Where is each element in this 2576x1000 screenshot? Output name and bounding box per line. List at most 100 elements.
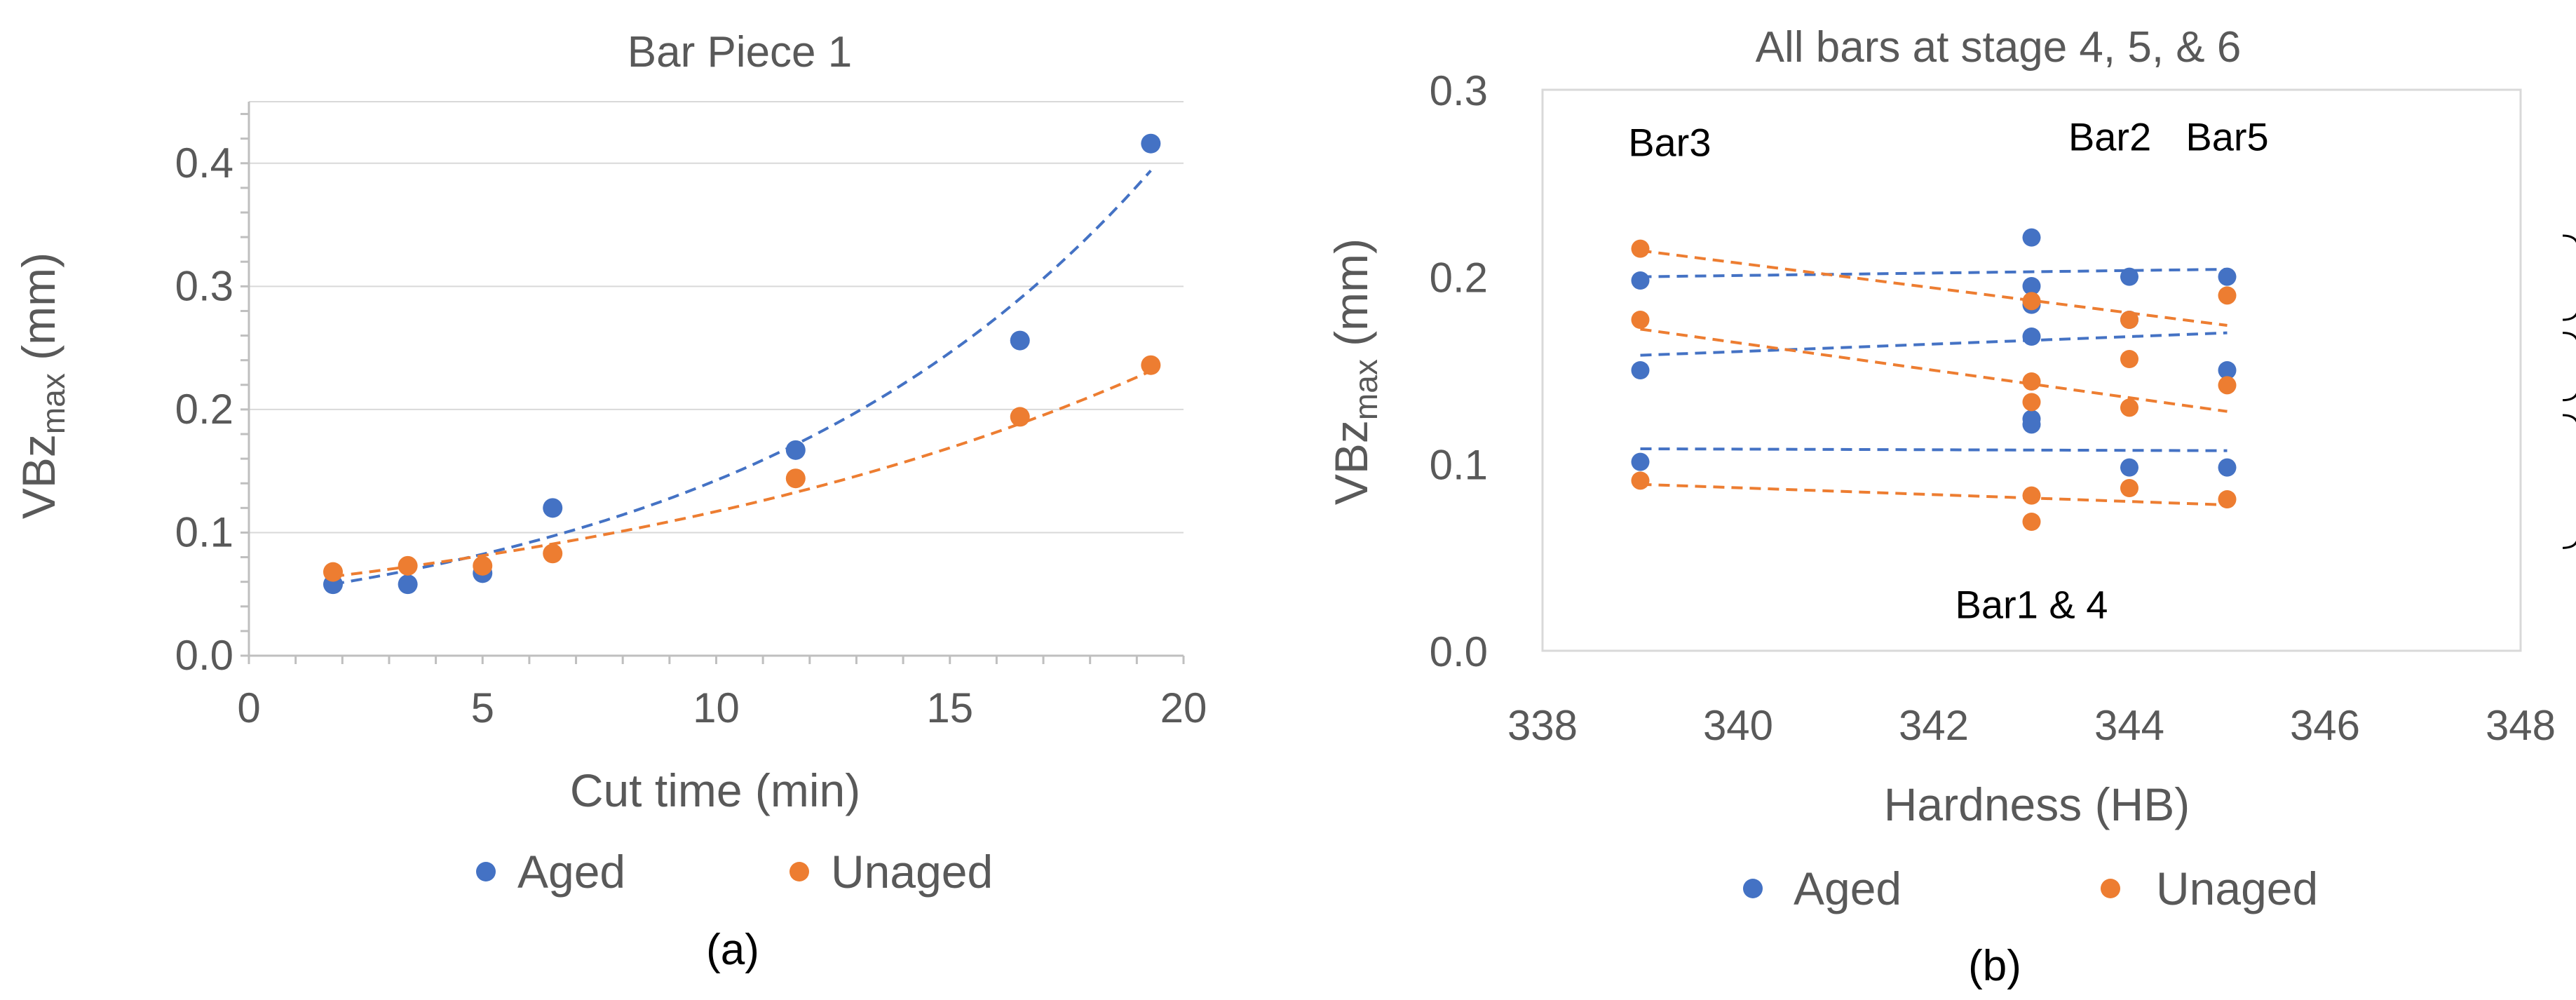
chart-b-point-aged <box>1631 271 1650 290</box>
chart-a-gridlines <box>249 162 1184 656</box>
chart-a-legend-unaged-marker <box>789 862 809 881</box>
chart-b-point-unaged <box>2120 311 2138 329</box>
chart-a-point-aged <box>398 574 418 595</box>
chart-a-y-axis-label: VBzmax (mm) <box>13 252 72 519</box>
chart-b-trendline-unaged <box>1640 482 2228 506</box>
chart-a-points <box>323 133 1161 595</box>
chart-b-y-tick-label: 0.3 <box>1430 67 1488 114</box>
chart-b-annotation: Bar5 <box>2185 115 2268 159</box>
chart-b-stage-brackets: stage 6stage 5stage 4 <box>2562 234 2576 549</box>
chart-a-legend-aged-label: Aged <box>517 846 625 898</box>
chart-b-point-unaged <box>2022 486 2041 505</box>
chart-b-y-tick-label: 0.2 <box>1430 255 1488 302</box>
chart-b-point-unaged <box>1631 311 1650 329</box>
chart-b-annotations: Bar3 Bar2 Bar5 Bar1 & 4 <box>1628 115 2268 627</box>
chart-b-trendlines <box>1640 249 2228 506</box>
chart-b-trendline-aged <box>1640 268 2228 278</box>
chart-b-trendline-aged <box>1640 331 2228 357</box>
chart-b-x-tick-label: 340 <box>1703 702 1773 749</box>
chart-a-legend: Aged Unaged <box>476 846 993 898</box>
chart-a-x-tick-label: 10 <box>693 684 740 731</box>
chart-a-y-tick-label: 0.4 <box>175 140 233 187</box>
panel-b-label: (b) <box>1968 942 2021 990</box>
chart-b-legend-unaged-label: Unaged <box>2156 863 2318 914</box>
chart-a-point-unaged <box>785 468 806 489</box>
chart-b-y-tick-label: 0.1 <box>1430 441 1488 488</box>
panel-a-label: (a) <box>706 926 759 974</box>
chart-b-point-unaged <box>2218 490 2237 508</box>
chart-b-x-tick-label: 344 <box>2094 702 2164 749</box>
chart-a-y-tick-label: 0.2 <box>175 386 233 433</box>
chart-a-x-tick-label: 20 <box>1160 684 1207 731</box>
chart-a-y-tick-labels: 0.0 0.1 0.2 0.3 0.4 <box>175 140 233 679</box>
chart-b-trendline-unaged <box>1640 327 2228 413</box>
chart-b-point-unaged <box>2218 286 2237 305</box>
chart-b-title: All bars at stage 4, 5, & 6 <box>1756 23 2242 72</box>
chart-b-y-tick-labels: 0.0 0.1 0.2 0.3 <box>1430 67 1488 675</box>
chart-a-x-tick-label: 5 <box>471 684 494 731</box>
chart-b-point-unaged <box>2120 398 2138 417</box>
chart-a-x-tick-labels: 0 5 10 15 20 <box>237 684 1207 731</box>
chart-panel-a: Bar Piece 1 0 5 10 15 20 0.0 0.1 0.2 0.3 0.4 Cut… <box>13 28 1207 974</box>
chart-b-x-tick-labels: 338 340 342 344 346 348 <box>1507 702 2556 749</box>
chart-a-point-unaged <box>473 555 493 576</box>
chart-b-point-unaged <box>1631 239 1650 258</box>
chart-panel-b: All bars at stage 4, 5, & 6 338 340 342 344… <box>1325 23 2576 990</box>
chart-b-point-aged <box>2022 327 2041 346</box>
chart-a-x-tick-label: 15 <box>926 684 973 731</box>
chart-b-point-unaged <box>2022 292 2041 311</box>
chart-a-point-aged <box>1141 133 1161 154</box>
chart-b-plot-frame <box>1541 88 2522 652</box>
chart-a-title: Bar Piece 1 <box>628 28 853 76</box>
chart-a-point-unaged <box>543 543 563 564</box>
chart-a-point-aged <box>785 440 806 460</box>
chart-b-point-unaged <box>2120 479 2138 497</box>
chart-b-annotation: Bar2 <box>2068 115 2151 159</box>
chart-a-y-tick-label: 0.3 <box>175 262 233 309</box>
chart-b-point-aged <box>2120 458 2138 477</box>
chart-b-point-unaged <box>2218 376 2237 395</box>
chart-b-y-tick-label: 0.0 <box>1430 628 1488 675</box>
chart-a-point-aged <box>543 498 563 518</box>
chart-b-legend-unaged-marker <box>2101 879 2120 898</box>
chart-b-point-unaged <box>2022 513 2041 531</box>
chart-a-x-axis-label: Cut time (min) <box>570 764 860 816</box>
chart-b-point-unaged <box>1631 471 1650 490</box>
chart-b-annotation: Bar3 <box>1628 121 1711 165</box>
chart-a-point-unaged <box>398 555 418 576</box>
chart-b-stage-brace <box>2562 234 2576 321</box>
chart-b-trendline-unaged <box>1640 249 2228 327</box>
chart-b-stage-brace <box>2562 332 2576 402</box>
chart-a-point-unaged <box>323 562 343 582</box>
chart-a-trendline-aged <box>332 169 1152 586</box>
chart-a-point-unaged <box>1141 355 1161 375</box>
chart-a-x-tick-label: 0 <box>237 684 260 731</box>
chart-b-point-unaged <box>2120 350 2138 368</box>
chart-a-y-tick-label: 0.0 <box>175 632 233 679</box>
chart-b-point-aged <box>2218 458 2237 477</box>
chart-a-legend-unaged-label: Unaged <box>831 846 993 898</box>
chart-a-point-aged <box>1010 330 1030 351</box>
chart-b-x-tick-label: 338 <box>1507 702 1578 749</box>
chart-b-point-aged <box>2218 267 2237 286</box>
chart-b-point-aged <box>1631 361 1650 379</box>
chart-b-legend-aged-label: Aged <box>1794 863 1902 914</box>
chart-b-point-aged <box>2022 415 2041 434</box>
chart-a-trendline-unaged <box>332 370 1152 579</box>
chart-a-point-unaged <box>1010 407 1030 427</box>
chart-b-point-aged <box>2022 228 2041 247</box>
chart-b-point-unaged <box>2022 393 2041 412</box>
chart-b-stage-brace <box>2562 414 2576 549</box>
chart-b-x-tick-label: 348 <box>2486 702 2556 749</box>
chart-b-point-aged <box>2218 361 2237 379</box>
chart-b-point-aged <box>2120 267 2138 286</box>
chart-b-x-axis-label: Hardness (HB) <box>1884 778 2190 830</box>
chart-b-points <box>1631 228 2237 531</box>
chart-b-point-unaged <box>2022 372 2041 391</box>
chart-a-trendlines <box>332 169 1152 586</box>
chart-b-x-tick-label: 346 <box>2290 702 2360 749</box>
chart-a-y-tick-label: 0.1 <box>175 508 233 555</box>
chart-b-y-axis-label: VBzmax (mm) <box>1325 238 1384 505</box>
chart-b-annotation: Bar1 & 4 <box>1955 582 2108 626</box>
